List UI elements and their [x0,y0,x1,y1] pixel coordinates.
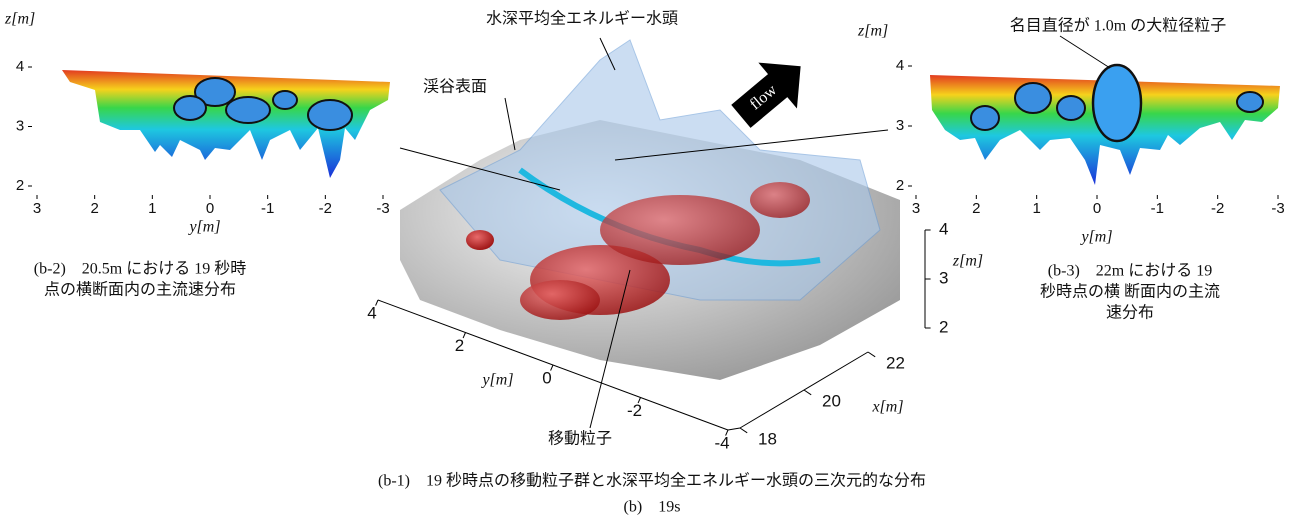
particle [273,91,297,109]
z-tick-label: 4 [16,58,24,75]
y-tick-label: 2 [972,200,980,217]
annotation: 移動粒子 [548,430,612,448]
tick-label: 2 [939,317,948,336]
caption: (b-2) 20.5m における 19 秒時 [34,260,246,278]
moving-particles [520,280,600,320]
caption: 点の横断面内の主流速分布 [44,281,236,299]
z-axis-label: z[m] [952,253,983,270]
annotation: 名目直径が 1.0m の大粒径粒子 [1010,17,1226,35]
caption: (b) 19s [624,499,681,516]
y-tick-label: 1 [148,200,156,217]
y-tick-label: 0 [206,200,214,217]
tick-label: -4 [714,433,729,452]
tick-label: 18 [758,429,777,448]
leader-line [1060,36,1110,68]
z-axis-label: z[m] [4,11,35,28]
figure: 水深平均全エネルギー水頭 渓谷表面 flow 移動粒子 名目直径が 1.0m の… [0,0,1305,526]
tick-label: 4 [367,303,376,322]
tick-mark [868,352,875,357]
tick-label: 3 [939,268,948,287]
y-tick-label: 1 [1032,200,1040,217]
tick-label: -2 [627,401,642,420]
caption: (b-3) 22m における 19 [1048,262,1212,280]
particle [308,100,352,130]
y-tick-label: -1 [261,200,274,217]
y-axis-label: y[m] [1079,229,1112,246]
annotation: 渓谷表面 [423,78,487,96]
tick-label: 22 [886,353,905,372]
z-tick-label: 3 [16,117,24,134]
axis-line [728,428,740,430]
y-axis-label: y[m] [480,372,513,389]
annotation: 水深平均全エネルギー水頭 [486,10,678,28]
particle [174,96,206,120]
caption: 速分布 [1106,304,1154,322]
tick-mark [804,390,811,395]
z-tick-label: 2 [16,177,24,194]
caption: 秒時点の横 断面内の主流 [1040,283,1220,301]
y-tick-label: -2 [319,200,332,217]
z-tick-label: 4 [896,57,904,74]
y-axis-label: y[m] [187,219,220,236]
particle [971,106,999,130]
moving-particles [750,182,810,218]
particle [1237,92,1263,112]
particle [1093,65,1141,141]
cross-section-left [62,70,390,178]
moving-particles [466,230,494,250]
cross-section-right [930,36,1280,185]
y-tick-label: 2 [90,200,98,217]
z-tick-label: 2 [896,177,904,194]
y-tick-label: -2 [1211,200,1224,217]
particle [1015,83,1051,113]
y-tick-label: -1 [1151,200,1164,217]
tick-label: 4 [939,219,948,238]
y-tick-label: 0 [1093,200,1101,217]
leader-line [505,98,515,150]
tick-label: 20 [822,391,841,410]
y-tick-label: -3 [1271,200,1284,217]
y-tick-label: -3 [376,200,389,217]
3d-view [400,38,900,428]
y-tick-label: 3 [912,200,920,217]
tick-label: 0 [542,368,551,387]
moving-particles [600,195,760,265]
particle [1057,96,1085,120]
x-axis-label: x[m] [871,399,903,416]
z-tick-label: 3 [896,117,904,134]
particle [226,97,270,123]
tick-label: 2 [455,336,464,355]
tick-mark [740,428,747,433]
caption: (b-1) 19 秒時点の移動粒子群と水深平均全エネルギー水頭の三次元的な分布 [378,472,926,490]
y-tick-label: 3 [33,200,41,217]
z-axis-label: z[m] [857,23,888,40]
